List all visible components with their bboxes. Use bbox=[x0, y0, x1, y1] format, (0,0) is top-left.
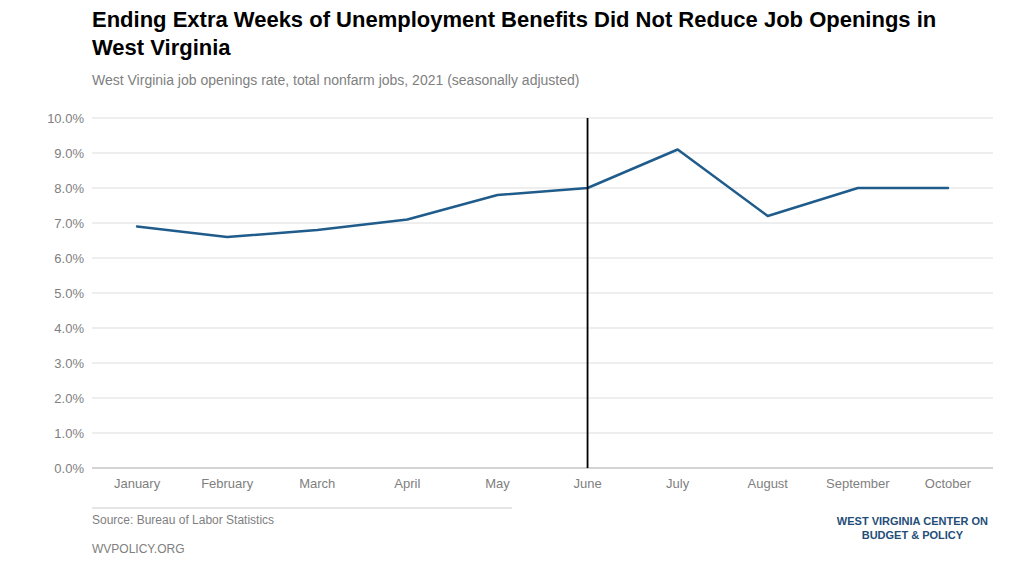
y-tick-label: 4.0% bbox=[54, 321, 84, 336]
x-tick-label: August bbox=[748, 476, 789, 491]
y-tick-label: 0.0% bbox=[54, 461, 84, 476]
y-tick-label: 10.0% bbox=[47, 111, 84, 126]
grid-line bbox=[92, 118, 993, 119]
y-tick-label: 5.0% bbox=[54, 286, 84, 301]
grid-line bbox=[92, 293, 993, 294]
x-tick-label: March bbox=[299, 476, 335, 491]
separator bbox=[92, 508, 512, 509]
y-tick-label: 8.0% bbox=[54, 181, 84, 196]
line bbox=[137, 150, 948, 238]
y-tick-label: 3.0% bbox=[54, 356, 84, 371]
x-tick-label: February bbox=[201, 476, 254, 491]
grid-line bbox=[92, 153, 993, 154]
subtitle: West Virginia job openings rate, total n… bbox=[92, 72, 579, 88]
y-axis: 0.0% 1.0% 2.0% 3.0% 4.0% 5.0% 6.0% 7.0% 8.0% 9.0%… bbox=[47, 111, 993, 476]
x-tick-label: October bbox=[925, 476, 972, 491]
reference-line bbox=[587, 118, 589, 468]
y-tick-label: 9.0% bbox=[54, 146, 84, 161]
grid-line bbox=[92, 223, 993, 224]
plot-area bbox=[137, 150, 948, 238]
logo-text: WEST VIRGINIA CENTER ON BUDGET & POLICY bbox=[837, 514, 988, 542]
x-tick-label: September bbox=[826, 476, 890, 491]
x-tick-label: May bbox=[485, 476, 510, 491]
y-tick-label: 2.0% bbox=[54, 391, 84, 406]
x-axis-line bbox=[92, 468, 993, 469]
y-tick-label: 6.0% bbox=[54, 251, 84, 266]
grid-line bbox=[92, 258, 993, 259]
source: Source: Bureau of Labor Statistics bbox=[92, 513, 274, 527]
x-axis: January February March April May June July Augu… bbox=[92, 468, 993, 491]
y-tick-label: 7.0% bbox=[54, 216, 84, 231]
grid-line bbox=[92, 433, 993, 434]
y-tick-label: 1.0% bbox=[54, 426, 84, 441]
x-tick-label: January bbox=[114, 476, 161, 491]
grid-line bbox=[92, 398, 993, 399]
x-tick-label: July bbox=[666, 476, 690, 491]
grid-line bbox=[92, 468, 993, 469]
grid-line bbox=[92, 328, 993, 329]
x-tick-label: April bbox=[394, 476, 420, 491]
x-tick-label: June bbox=[573, 476, 601, 491]
grid-line bbox=[92, 363, 993, 364]
title: Ending Extra Weeks of Unemployment Benef… bbox=[92, 6, 972, 62]
footer: WVPOLICY.ORG bbox=[92, 542, 184, 556]
